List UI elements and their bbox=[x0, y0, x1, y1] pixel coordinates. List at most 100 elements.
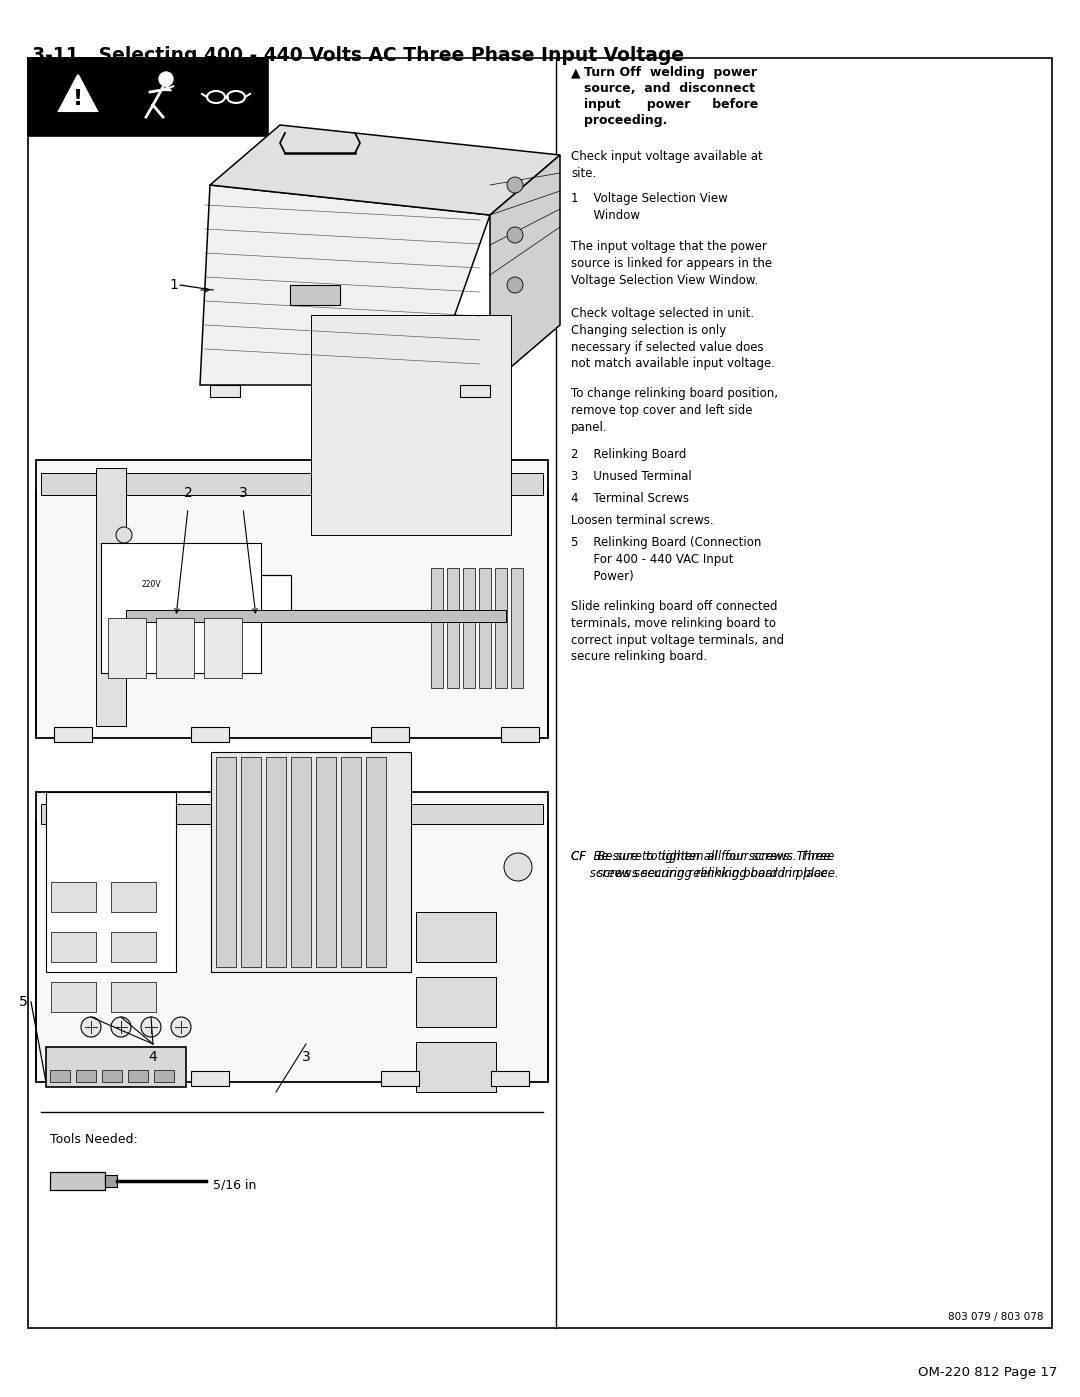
Text: 1: 1 bbox=[170, 278, 178, 292]
Bar bbox=[51, 932, 96, 963]
Bar bbox=[36, 792, 548, 1083]
Bar bbox=[431, 569, 443, 687]
Bar bbox=[54, 726, 92, 742]
Text: 5/16 in: 5/16 in bbox=[213, 1178, 256, 1192]
Bar bbox=[210, 386, 240, 397]
Bar bbox=[480, 569, 491, 687]
Bar bbox=[111, 982, 156, 1011]
Polygon shape bbox=[200, 184, 490, 386]
Text: 3-11.  Selecting 400 - 440 Volts AC Three Phase Input Voltage: 3-11. Selecting 400 - 440 Volts AC Three… bbox=[32, 46, 684, 66]
Circle shape bbox=[81, 1017, 102, 1037]
Text: 220V: 220V bbox=[141, 580, 161, 590]
Bar bbox=[76, 1070, 96, 1083]
Bar bbox=[51, 882, 96, 912]
Bar bbox=[102, 543, 261, 673]
Bar bbox=[241, 757, 261, 967]
Text: The input voltage that the power
source is linked for appears in the
Voltage Sel: The input voltage that the power source … bbox=[571, 240, 772, 286]
Text: 3: 3 bbox=[301, 1051, 310, 1065]
Bar bbox=[102, 1070, 122, 1083]
Circle shape bbox=[504, 854, 532, 882]
Bar bbox=[291, 285, 340, 305]
Bar bbox=[495, 569, 507, 687]
Bar bbox=[28, 59, 268, 136]
Text: OM-220 812 Page 17: OM-220 812 Page 17 bbox=[918, 1366, 1057, 1379]
Text: Check voltage selected in unit.
Changing selection is only
necessary if selected: Check voltage selected in unit. Changing… bbox=[571, 307, 775, 370]
Bar bbox=[51, 982, 96, 1011]
Bar bbox=[41, 474, 543, 495]
Text: 3    Unused Terminal: 3 Unused Terminal bbox=[571, 469, 692, 483]
Bar bbox=[463, 569, 475, 687]
Text: !: ! bbox=[73, 89, 83, 109]
Bar bbox=[241, 576, 291, 615]
Text: CF  Be sure to tighten all four screws. Three
     screws securing relinking boa: CF Be sure to tighten all four screws. T… bbox=[571, 849, 832, 880]
Polygon shape bbox=[59, 75, 97, 110]
Text: 4    Terminal Screws: 4 Terminal Screws bbox=[571, 492, 689, 504]
Bar bbox=[266, 757, 286, 967]
Bar bbox=[191, 1071, 229, 1085]
Text: 803 079 / 803 078: 803 079 / 803 078 bbox=[948, 1312, 1044, 1322]
Bar bbox=[316, 757, 336, 967]
Bar bbox=[111, 882, 156, 912]
Text: Turn Off  welding  power: Turn Off welding power bbox=[584, 66, 757, 80]
Text: 2: 2 bbox=[184, 486, 192, 500]
Bar bbox=[491, 1071, 529, 1085]
Circle shape bbox=[111, 1017, 131, 1037]
Bar bbox=[154, 1070, 174, 1083]
Circle shape bbox=[507, 277, 523, 293]
Text: 5: 5 bbox=[19, 995, 28, 1009]
Bar bbox=[204, 617, 242, 678]
Text: Check input voltage available at
site.: Check input voltage available at site. bbox=[571, 149, 762, 180]
Bar bbox=[311, 314, 511, 535]
Text: proceeding.: proceeding. bbox=[584, 115, 667, 127]
Circle shape bbox=[507, 226, 523, 243]
Text: 2    Relinking Board: 2 Relinking Board bbox=[571, 448, 687, 461]
Bar bbox=[111, 932, 156, 963]
Text: Slide relinking board off connected
terminals, move relinking board to
correct i: Slide relinking board off connected term… bbox=[571, 599, 784, 664]
Bar bbox=[28, 59, 268, 136]
Bar bbox=[136, 576, 237, 615]
Circle shape bbox=[171, 1017, 191, 1037]
Text: 4: 4 bbox=[149, 1051, 158, 1065]
Bar bbox=[216, 757, 237, 967]
Circle shape bbox=[141, 1017, 161, 1037]
Bar bbox=[105, 1175, 117, 1187]
Bar bbox=[126, 610, 507, 622]
Text: ▲: ▲ bbox=[571, 66, 581, 80]
Bar bbox=[46, 1046, 186, 1087]
Bar bbox=[460, 386, 490, 397]
Bar bbox=[50, 1070, 70, 1083]
Text: input      power     before: input power before bbox=[584, 98, 758, 110]
Text: CF   Be sure to tighten all four screws. Three
       screws securing relinking : CF Be sure to tighten all four screws. T… bbox=[571, 849, 839, 880]
Bar bbox=[372, 726, 409, 742]
Text: Tools Needed:: Tools Needed: bbox=[50, 1133, 138, 1146]
Polygon shape bbox=[490, 155, 561, 386]
Circle shape bbox=[507, 177, 523, 193]
Text: To change relinking board position,
remove top cover and left side
panel.: To change relinking board position, remo… bbox=[571, 387, 778, 433]
Text: Loosen terminal screws.: Loosen terminal screws. bbox=[571, 514, 714, 527]
Bar bbox=[416, 1042, 496, 1092]
Circle shape bbox=[116, 527, 132, 543]
Text: 1    Voltage Selection View
      Window: 1 Voltage Selection View Window bbox=[571, 191, 728, 222]
Bar bbox=[416, 912, 496, 963]
Bar bbox=[366, 757, 386, 967]
Bar bbox=[191, 726, 229, 742]
Bar bbox=[54, 1071, 92, 1085]
Bar bbox=[291, 757, 311, 967]
Bar bbox=[108, 617, 146, 678]
Text: 3: 3 bbox=[239, 486, 247, 500]
Text: 5    Relinking Board (Connection
      For 400 - 440 VAC Input
      Power): 5 Relinking Board (Connection For 400 - … bbox=[571, 536, 761, 583]
Bar bbox=[50, 1172, 105, 1190]
Bar bbox=[381, 1071, 419, 1085]
Bar bbox=[211, 752, 411, 972]
Bar bbox=[416, 977, 496, 1027]
Bar bbox=[501, 726, 539, 742]
Bar bbox=[156, 617, 194, 678]
Bar bbox=[129, 1070, 148, 1083]
Bar bbox=[36, 460, 548, 738]
Bar bbox=[341, 757, 361, 967]
Bar bbox=[41, 805, 543, 824]
Bar bbox=[96, 468, 126, 726]
Polygon shape bbox=[210, 124, 561, 215]
Text: source,  and  disconnect: source, and disconnect bbox=[584, 82, 755, 95]
Bar bbox=[511, 569, 523, 687]
